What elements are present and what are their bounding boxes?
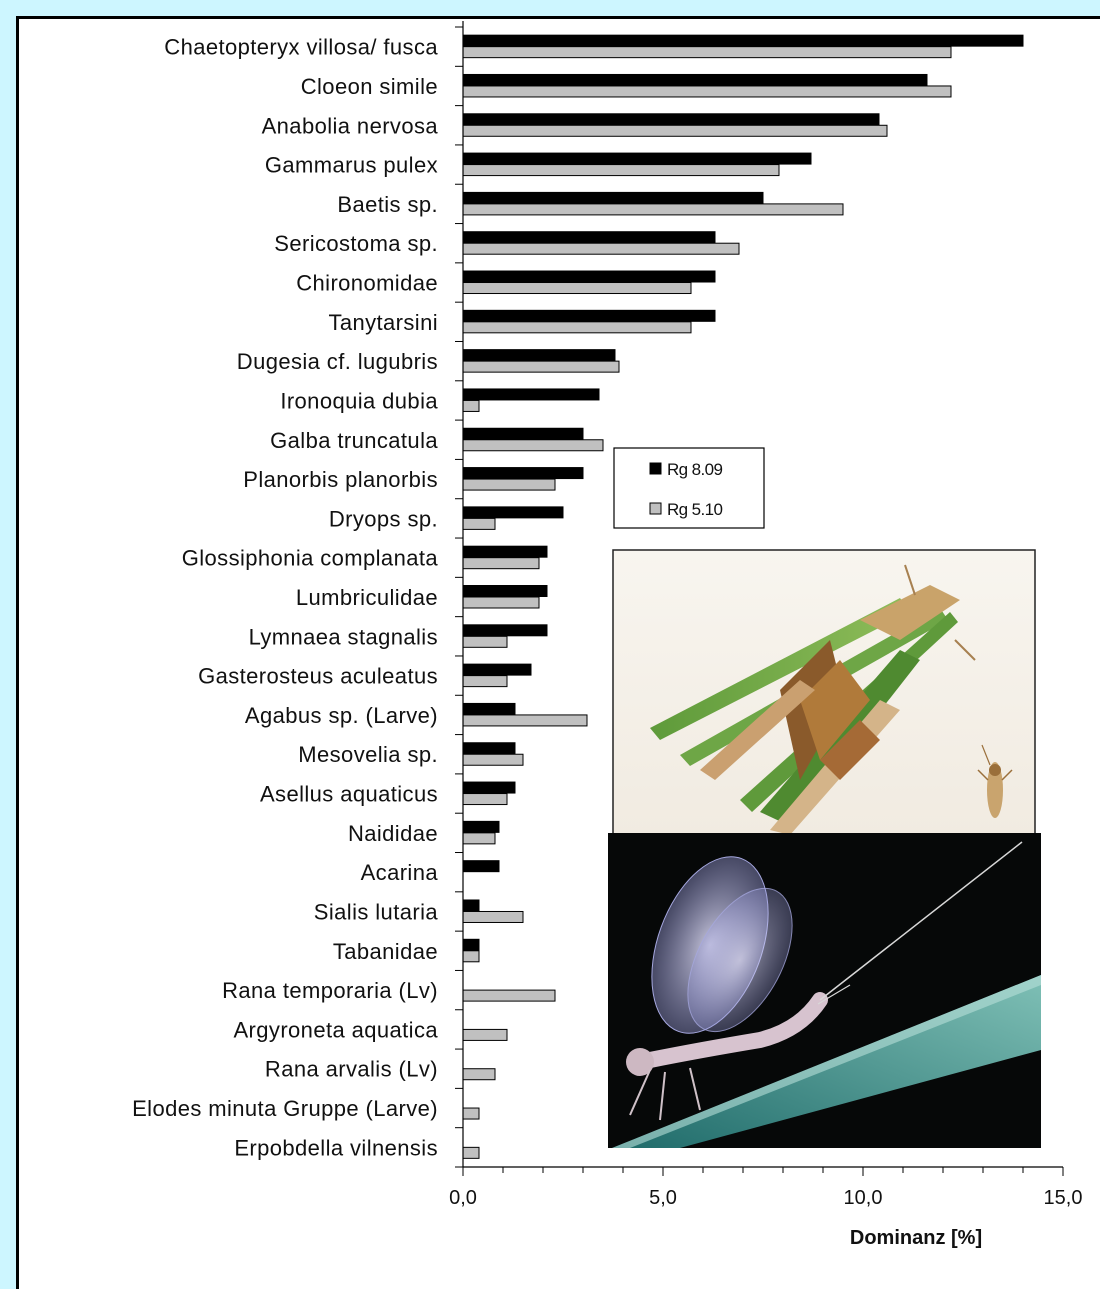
category-label-agabus-sp-larve: Agabus sp. (Larve) [245,703,438,728]
category-label-asellus-aquaticus: Asellus aquaticus [260,782,438,807]
category-label-planorbis-planorbis: Planorbis planorbis [243,467,438,492]
category-label-naididae: Naididae [348,821,438,846]
bar-rg-8-09-naididae [462,820,500,833]
bar-rg-5-10-ironoquia-dubia [462,399,480,412]
category-label-mesovelia-sp: Mesovelia sp. [298,742,438,767]
bar-rg-5-10-baetis-sp [462,203,844,216]
legend-label-rg-5-10: Rg 5.10 [667,500,722,519]
bar-rg-5-10-asellus-aquaticus [462,793,508,806]
bar-rg-8-09-gammarus-pulex [462,152,812,165]
x-axis-title: Dominanz [%] [850,1227,982,1249]
bar-rg-5-10-gammarus-pulex [462,164,780,177]
legend-label-rg-8-09: Rg 8.09 [667,460,722,479]
bar-rg-5-10-agabus-sp-larve [462,714,588,727]
bar-rg-5-10-argyroneta-aquatica [462,1028,508,1041]
bar-rg-8-09-dugesia-cf-lugubris [462,349,616,362]
bar-rg-5-10-tanytarsini [462,321,692,334]
bar-rg-5-10-dryops-sp [462,517,496,530]
x-tick-label: 5,0 [649,1187,677,1209]
bar-rg-8-09-sericostoma-sp [462,231,716,244]
category-label-baetis-sp: Baetis sp. [337,192,438,217]
bar-rg-5-10-anabolia-nervosa [462,124,888,137]
bar-rg-5-10-mesovelia-sp [462,753,524,766]
legend-swatch-rg-5-10 [649,502,662,515]
category-label-acarina: Acarina [361,860,439,885]
bar-rg-8-09-baetis-sp [462,191,764,204]
bar-rg-5-10-sericostoma-sp [462,242,740,255]
bar-rg-8-09-gasterosteus-aculeatus [462,663,532,676]
bar-rg-5-10-lumbriculidae [462,596,540,609]
bar-rg-8-09-agabus-sp-larve [462,702,516,715]
category-label-anabolia-nervosa: Anabolia nervosa [262,113,439,138]
x-tick-label: 0,0 [449,1187,477,1209]
bar-rg-5-10-lymnaea-stagnalis [462,635,508,648]
bar-rg-5-10-rana-arvalis-lv [462,1068,496,1081]
bar-rg-8-09-galba-truncatula [462,427,584,440]
category-label-chironomidae: Chironomidae [296,271,438,296]
category-label-dugesia-cf-lugubris: Dugesia cf. lugubris [237,349,438,374]
bar-rg-5-10-planorbis-planorbis [462,478,556,491]
category-label-argyroneta-aquatica: Argyroneta aquatica [233,1017,438,1042]
bar-rg-5-10-tabanidae [462,950,480,963]
category-label-cloeon-simile: Cloeon simile [301,74,438,99]
bar-rg-8-09-ironoquia-dubia [462,388,600,401]
bar-rg-8-09-chaetopteryx-villosa-fusca [462,34,1024,47]
bar-rg-5-10-glossiphonia-complanata [462,557,540,570]
bar-rg-5-10-rana-temporaria-lv [462,989,556,1002]
category-label-gammarus-pulex: Gammarus pulex [265,153,438,178]
bar-rg-8-09-tanytarsini [462,309,716,322]
bar-rg-8-09-cloeon-simile [462,73,928,86]
bar-rg-8-09-acarina [462,860,500,873]
category-label-sialis-lutaria: Sialis lutaria [314,899,439,924]
category-label-sericostoma-sp: Sericostoma sp. [274,231,438,256]
category-label-dryops-sp: Dryops sp. [329,506,438,531]
bar-rg-5-10-elodes-minuta-gruppe-larve [462,1107,480,1120]
bar-rg-5-10-erpobdella-vilnensis [462,1146,480,1159]
bar-rg-5-10-cloeon-simile [462,85,952,98]
bar-rg-8-09-anabolia-nervosa [462,113,880,126]
bar-rg-5-10-galba-truncatula [462,439,604,452]
category-label-rana-temporaria-lv: Rana temporaria (Lv) [222,978,438,1003]
x-tick-label: 10,0 [844,1187,883,1209]
category-label-ironoquia-dubia: Ironoquia dubia [280,388,438,413]
x-tick-label: 15,0 [1044,1187,1083,1209]
category-label-gasterosteus-aculeatus: Gasterosteus aculeatus [198,664,438,689]
category-label-tabanidae: Tabanidae [333,939,438,964]
bar-rg-8-09-glossiphonia-complanata [462,545,548,558]
legend-swatch-rg-8-09 [649,462,662,475]
bar-rg-8-09-sialis-lutaria [462,899,480,912]
bar-rg-8-09-lumbriculidae [462,585,548,597]
bar-rg-8-09-mesovelia-sp [462,742,516,755]
bar-rg-8-09-tabanidae [462,938,480,951]
caddisfly-larva-photo [612,549,1036,836]
legend: Rg 8.09 Rg 5.10 [613,447,765,529]
category-label-lumbriculidae: Lumbriculidae [296,585,438,610]
bar-rg-8-09-asellus-aquaticus [462,781,516,794]
bar-rg-8-09-chironomidae [462,270,716,283]
category-label-chaetopteryx-villosa-fusca: Chaetopteryx villosa/ fusca [164,35,438,60]
bar-rg-5-10-chironomidae [462,282,692,295]
bar-rg-5-10-gasterosteus-aculeatus [462,675,508,688]
bar-rg-5-10-naididae [462,832,496,845]
category-label-glossiphonia-complanata: Glossiphonia complanata [182,546,439,571]
category-label-erpobdella-vilnensis: Erpobdella vilnensis [234,1135,438,1160]
bar-rg-8-09-dryops-sp [462,506,564,519]
category-label-elodes-minuta-gruppe-larve: Elodes minuta Gruppe (Larve) [132,1096,438,1121]
category-label-tanytarsini: Tanytarsini [328,310,438,335]
category-label-lymnaea-stagnalis: Lymnaea stagnalis [249,624,438,649]
bar-rg-8-09-lymnaea-stagnalis [462,624,548,637]
bar-rg-8-09-planorbis-planorbis [462,467,584,480]
bar-rg-5-10-sialis-lutaria [462,910,524,923]
category-label-galba-truncatula: Galba truncatula [270,428,438,453]
mayfly-photo [608,833,1041,1148]
bar-rg-5-10-dugesia-cf-lugubris [462,360,620,373]
category-label-rana-arvalis-lv: Rana arvalis (Lv) [265,1057,438,1082]
bar-rg-5-10-chaetopteryx-villosa-fusca [462,46,952,59]
